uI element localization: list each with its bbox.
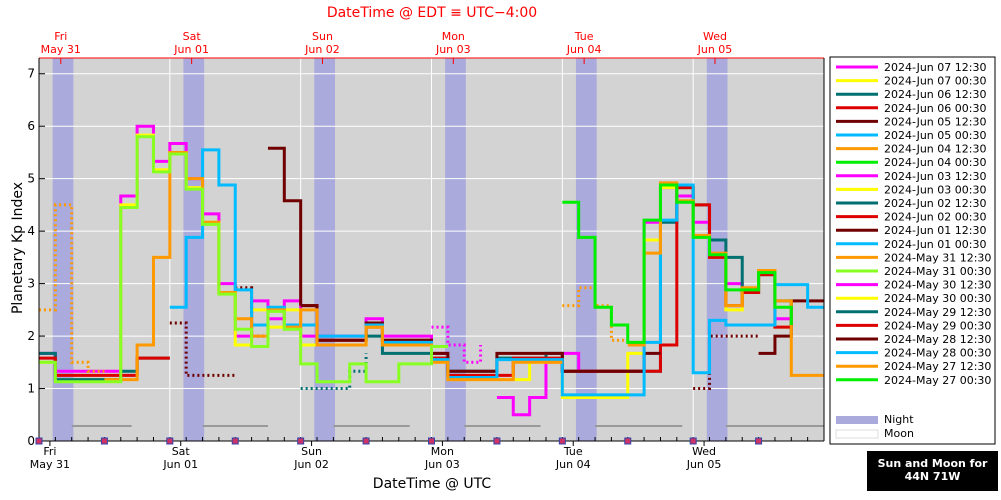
legend-label: 2024-Jun 05 00:30 <box>884 129 986 142</box>
series-line <box>267 146 303 306</box>
event-marker <box>297 437 305 445</box>
legend-night-swatch <box>836 416 878 424</box>
night-band <box>183 58 205 441</box>
night-band <box>52 58 74 441</box>
legend-label: 2024-Jun 01 00:30 <box>884 238 986 251</box>
event-marker <box>755 437 763 445</box>
legend-label: 2024-Jun 06 12:30 <box>884 88 986 101</box>
night-band <box>314 58 336 441</box>
y-tick-label: 6 <box>27 119 35 133</box>
legend-label: 2024-Jun 04 12:30 <box>884 143 986 156</box>
top-tick-day: Fri <box>54 30 67 43</box>
legend-label: 2024-Jun 02 12:30 <box>884 197 986 210</box>
y-tick-label: 1 <box>27 382 35 396</box>
event-marker <box>362 437 370 445</box>
top-tick-date: Jun 01 <box>173 43 209 56</box>
top-tick-day: Mon <box>442 30 465 43</box>
legend-night-label: Night <box>884 413 914 426</box>
top-tick-date: Jun 05 <box>697 43 733 56</box>
top-tick-date: Jun 03 <box>435 43 471 56</box>
x-axis-title: DateTime @ UTC <box>372 476 492 492</box>
x-tick-day: Wed <box>692 445 716 458</box>
legend-label: 2024-May 27 00:30 <box>884 374 991 387</box>
top-tick-date: Jun 02 <box>304 43 340 56</box>
event-marker <box>166 437 174 445</box>
top-tick-date: Jun 04 <box>566 43 602 56</box>
y-tick-label: 7 <box>27 67 35 81</box>
legend-label: 2024-Jun 01 12:30 <box>884 224 986 237</box>
legend-label: 2024-May 29 00:30 <box>884 319 991 332</box>
event-marker <box>428 437 435 445</box>
x-tick-day: Sun <box>301 445 322 458</box>
series-group <box>39 124 824 417</box>
legend-label: 2024-May 30 12:30 <box>884 279 991 292</box>
event-marker <box>493 437 501 445</box>
event-marker <box>558 437 566 445</box>
top-tick-day: Sat <box>183 30 202 43</box>
event-marker <box>231 437 239 445</box>
legend-label: 2024-May 27 12:30 <box>884 360 991 373</box>
legend-moon-label: Moon <box>884 427 914 440</box>
legend-label: 2024-May 31 12:30 <box>884 251 991 264</box>
x-tick-date: Jun 01 <box>162 458 198 471</box>
x-tick-day: Fri <box>43 445 56 458</box>
x-tick-day: Mon <box>431 445 454 458</box>
top-tick-day: Wed <box>703 30 727 43</box>
top-tick-day: Tue <box>574 30 594 43</box>
y-tick-label: 4 <box>27 224 35 238</box>
night-band <box>706 58 728 441</box>
legend-label: 2024-May 30 00:30 <box>884 292 991 305</box>
legend-label: 2024-May 28 00:30 <box>884 347 991 360</box>
event-marker <box>100 437 108 445</box>
legend-label: 2024-Jun 02 00:30 <box>884 211 986 224</box>
x-tick-date: May 31 <box>30 458 70 471</box>
chart-title: DateTime @ EDT ≡ UTC−4:00 <box>326 5 538 21</box>
x-tick-day: Tue <box>563 445 583 458</box>
event-marker <box>689 437 697 445</box>
legend-label: 2024-Jun 06 00:30 <box>884 102 986 115</box>
y-tick-label: 3 <box>27 277 35 291</box>
series-line <box>562 183 793 344</box>
legend-label: 2024-Jun 07 00:30 <box>884 75 986 88</box>
legend-label: 2024-Jun 05 12:30 <box>884 115 986 128</box>
top-tick-date: May 31 <box>41 43 81 56</box>
x-tick-date: Jun 04 <box>555 458 591 471</box>
y-tick-label: 2 <box>27 329 35 343</box>
legend-label: 2024-Jun 03 12:30 <box>884 170 986 183</box>
legend-label: 2024-May 31 00:30 <box>884 265 991 278</box>
series-line <box>169 148 824 397</box>
legend-label: 2024-Jun 07 12:30 <box>884 61 986 74</box>
y-tick-label: 0 <box>27 434 35 448</box>
x-tick-day: Sat <box>172 445 191 458</box>
x-tick-date: Jun 02 <box>293 458 329 471</box>
night-band <box>575 58 597 441</box>
top-tick-day: Sun <box>312 30 333 43</box>
legend-moon-swatch <box>835 429 879 439</box>
night-band <box>445 58 466 441</box>
legend-label: 2024-May 29 12:30 <box>884 306 991 319</box>
y-tick-label: 5 <box>27 172 35 186</box>
x-tick-date: Jun 03 <box>424 458 460 471</box>
event-marker <box>35 437 43 445</box>
legend-label: 2024-May 28 12:30 <box>884 333 991 346</box>
event-marker <box>624 437 632 445</box>
series-line <box>758 299 824 355</box>
series-line <box>431 325 483 364</box>
series-line <box>39 356 170 377</box>
sun-moon-location-box: Sun and Moon for 44N 71W <box>867 451 998 491</box>
legend-label: 2024-Jun 04 00:30 <box>884 156 986 169</box>
series-line <box>39 203 105 373</box>
markers-group <box>35 437 763 445</box>
x-tick-date: Jun 05 <box>686 458 722 471</box>
sun-moon-line1: Sun and Moon for <box>877 457 988 470</box>
series-line <box>39 135 448 384</box>
legend-label: 2024-Jun 03 00:30 <box>884 183 986 196</box>
sun-moon-line2: 44N 71W <box>904 470 961 483</box>
